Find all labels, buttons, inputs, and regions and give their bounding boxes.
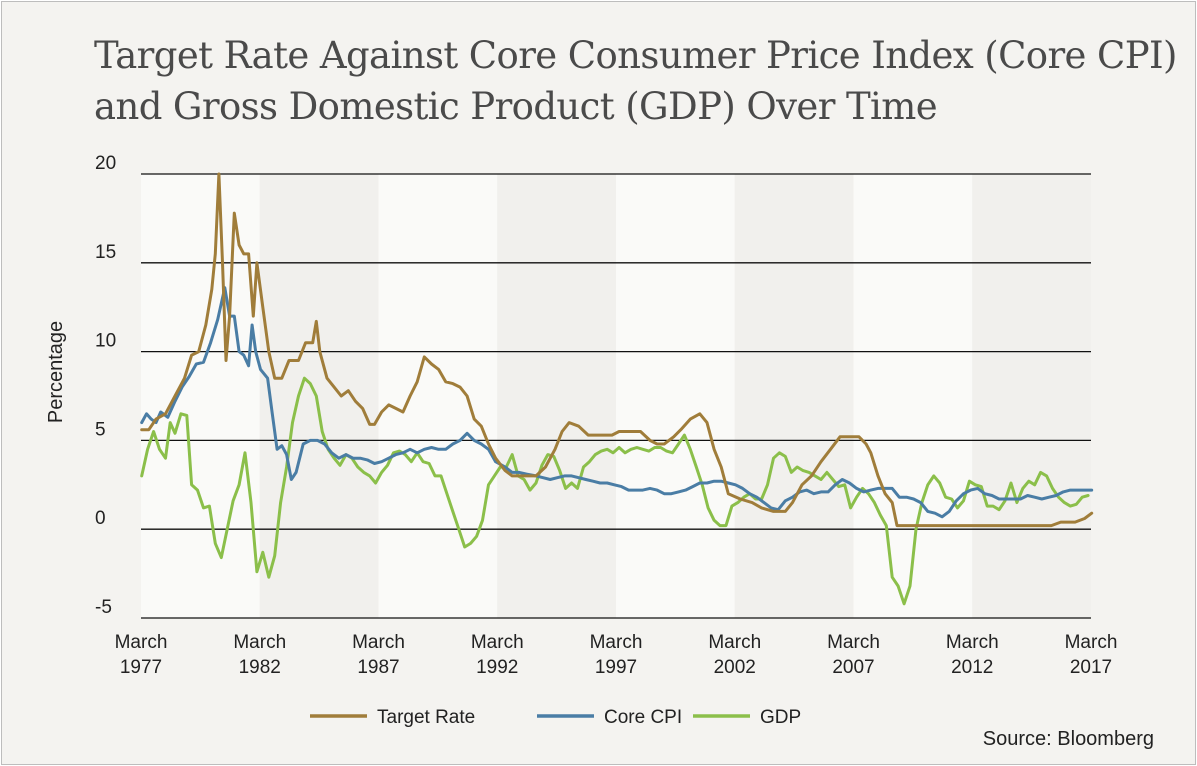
background-band <box>972 174 1091 618</box>
legend-label-gdp: GDP <box>760 707 801 728</box>
legend-label-target-rate: Target Rate <box>377 707 475 728</box>
y-tick-label: 15 <box>95 242 116 263</box>
x-tick-label-year: 2002 <box>714 657 756 678</box>
x-tick-label-month: March <box>233 632 286 653</box>
y-tick-label: -5 <box>95 597 112 618</box>
chart-title-line-1: Target Rate Against Core Consumer Price … <box>94 34 1177 77</box>
x-tick-label-year: 2017 <box>1070 657 1112 678</box>
x-tick-label-year: 1997 <box>595 657 637 678</box>
x-tick-label-month: March <box>1065 632 1118 653</box>
background-band <box>378 174 498 618</box>
series-line-core-cpi <box>140 286 1094 519</box>
x-tick-label-month: March <box>827 632 880 653</box>
background-bands <box>141 174 1091 618</box>
x-tick-label-month: March <box>946 632 999 653</box>
x-tick-label-year: 2007 <box>832 657 874 678</box>
x-tick-label-month: March <box>115 632 168 653</box>
legend: Target Rate Core CPI GDP <box>310 707 801 728</box>
chart-title: Target Rate Against Core Consumer Price … <box>94 30 1177 132</box>
x-tick-label-year: 2012 <box>951 657 993 678</box>
series-line-gdp <box>140 376 1090 606</box>
background-band <box>497 174 616 618</box>
x-tick-label-year: 1982 <box>239 657 281 678</box>
chart-title-line-2: and Gross Domestic Product (GDP) Over Ti… <box>94 85 938 128</box>
y-axis-label: Percentage <box>45 321 67 423</box>
x-tick-label-month: March <box>590 632 643 653</box>
series-line-target-rate <box>140 172 1094 528</box>
background-band <box>141 174 260 618</box>
y-tick-label: 0 <box>95 508 106 529</box>
x-tick-label-month: March <box>708 632 761 653</box>
series-lines <box>140 172 1094 606</box>
x-tick-label-month: March <box>352 632 405 653</box>
y-tick-label: 10 <box>95 331 116 352</box>
background-band <box>853 174 973 618</box>
y-tick-label: 5 <box>95 419 106 440</box>
background-band <box>616 174 735 618</box>
background-band <box>259 174 379 618</box>
source-note: Source: Bloomberg <box>983 728 1154 750</box>
x-tick-label-year: 1987 <box>357 657 399 678</box>
y-axis-ticks: -5 0 5 10 15 20 <box>95 153 116 618</box>
gridlines <box>141 173 1091 619</box>
y-tick-label: 20 <box>95 153 116 174</box>
x-tick-label-month: March <box>471 632 524 653</box>
x-tick-label-year: 1977 <box>120 657 162 678</box>
legend-label-core-cpi: Core CPI <box>604 707 682 728</box>
background-band <box>734 174 854 618</box>
x-axis-ticks: March 1977 March 1982 March 1987 March 1992 Marc… <box>115 632 1118 678</box>
x-tick-label-year: 1992 <box>476 657 518 678</box>
